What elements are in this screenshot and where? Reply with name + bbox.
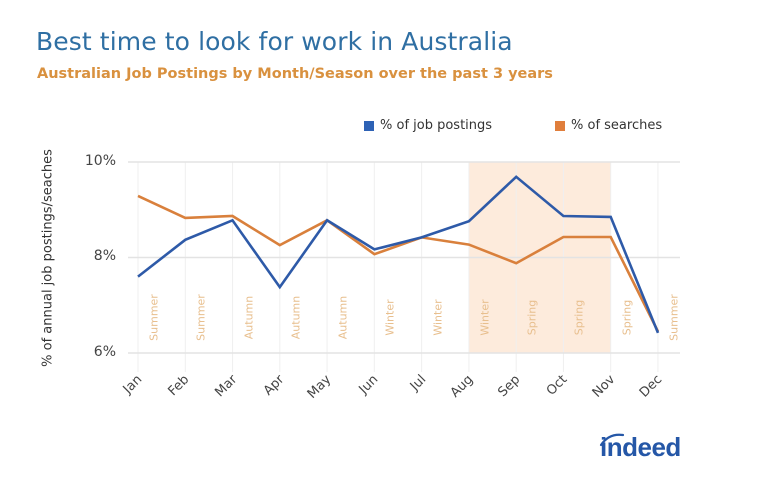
season-label: Summer bbox=[147, 294, 161, 341]
chart-subtitle: Australian Job Postings by Month/Season … bbox=[37, 66, 553, 82]
season-label: Summer bbox=[667, 294, 681, 341]
y-tick-10: 10% bbox=[84, 153, 116, 169]
legend-swatch-postings bbox=[364, 120, 374, 131]
indeed-logo: indeed bbox=[600, 432, 681, 462]
logo-arc-icon bbox=[599, 433, 625, 447]
y-tick-6: 6% bbox=[93, 344, 116, 360]
season-label: Autumn bbox=[336, 295, 350, 340]
season-label: Summer bbox=[194, 294, 208, 341]
season-label: Spring bbox=[572, 299, 586, 336]
season-label: Winter bbox=[383, 299, 397, 336]
season-label: Spring bbox=[525, 299, 539, 336]
legend-label-postings: % of job postings bbox=[380, 118, 493, 133]
series-line-postings bbox=[137, 175, 660, 334]
season-label: Winter bbox=[431, 299, 445, 336]
legend-item-searches: % of searches bbox=[555, 118, 662, 133]
horizontal-gridlines bbox=[128, 161, 680, 354]
y-tick-8: 8% bbox=[93, 248, 116, 264]
legend-item-postings: % of job postings bbox=[364, 118, 492, 133]
series-line-searches bbox=[137, 194, 660, 333]
vertical-gridlines bbox=[137, 162, 659, 372]
season-label: Spring bbox=[620, 299, 634, 336]
legend-swatch-searches bbox=[555, 120, 565, 131]
season-label: Autumn bbox=[242, 295, 256, 340]
season-label: Autumn bbox=[289, 295, 303, 340]
season-label: Winter bbox=[478, 299, 492, 336]
chart-title: Best time to look for work in Australia bbox=[36, 27, 513, 56]
legend-label-searches: % of searches bbox=[571, 118, 663, 133]
